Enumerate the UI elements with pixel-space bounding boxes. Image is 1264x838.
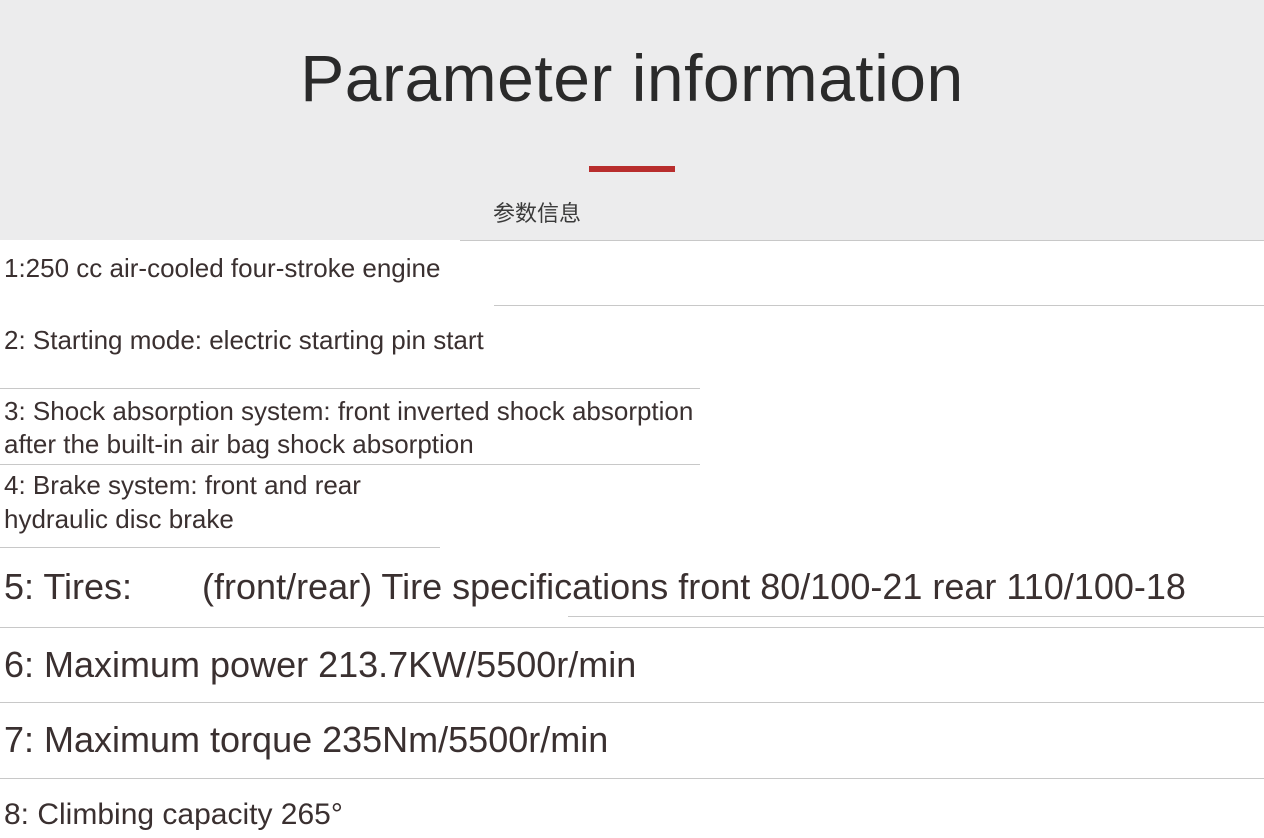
spec-row-3: 3: Shock absorption system: front invert… (0, 388, 700, 466)
spec-row-6: 6: Maximum power 213.7KW/5500r/min (0, 628, 1264, 704)
page-subtitle: 参数信息 (0, 196, 1264, 228)
header: Parameter information 参数信息 (0, 0, 1264, 240)
spec-row-8: 8: Climbing capacity 265° (0, 779, 1264, 838)
spec-label: 5: Tires: (4, 564, 132, 611)
spec-list: 1:250 cc air-cooled four-stroke engine 2… (0, 240, 1264, 838)
spec-row-2: 2: Starting mode: electric starting pin … (0, 306, 1264, 388)
spec-text: 1:250 cc air-cooled four-stroke engine (4, 253, 440, 283)
spec-text: 6: Maximum power 213.7KW/5500r/min (4, 644, 636, 685)
title-divider (589, 166, 675, 172)
spec-value: (front/rear) Tire specifications front 8… (202, 564, 1186, 611)
spec-row-4: 4: Brake system: front and rear hydrauli… (0, 465, 440, 548)
spec-text: 3: Shock absorption system: front invert… (4, 396, 693, 460)
spec-row-7: 7: Maximum torque 235Nm/5500r/min (0, 703, 1264, 779)
spec-row-1: 1:250 cc air-cooled four-stroke engine (0, 240, 1264, 306)
spec-text: 7: Maximum torque 235Nm/5500r/min (4, 719, 608, 760)
spec-text: 8: Climbing capacity 265° (4, 798, 343, 831)
spec-text: 2: Starting mode: electric starting pin … (4, 325, 484, 355)
spec-text: 4: Brake system: front and rear hydrauli… (4, 470, 361, 534)
page-title: Parameter information (0, 40, 1264, 116)
